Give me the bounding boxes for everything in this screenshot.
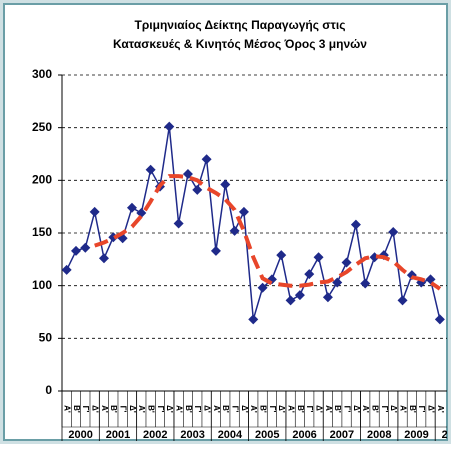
x-tick-label: Β' (408, 405, 417, 413)
year-label: 2003 (180, 429, 204, 441)
data-point (70, 245, 81, 256)
x-tick-label: Δ' (389, 405, 398, 413)
x-tick-label: Δ' (277, 405, 286, 413)
data-point (173, 218, 184, 229)
x-tick-label: Β' (221, 405, 230, 413)
year-label: 2002 (143, 429, 167, 441)
x-tick-label: Β' (333, 405, 342, 413)
x-tick-label: Α' (286, 405, 295, 413)
x-tick-label: Α' (436, 405, 445, 413)
data-point (304, 269, 315, 280)
x-tick-label: Α' (175, 405, 184, 413)
y-tick-label: 200 (32, 173, 52, 187)
data-point (434, 314, 445, 325)
x-tick-label: Δ' (203, 405, 212, 413)
data-point (285, 295, 296, 306)
data-point (248, 314, 259, 325)
data-point (126, 202, 137, 213)
x-tick-label: Α' (324, 405, 333, 413)
y-tick-label: 0 (45, 383, 52, 397)
x-tick-label: Γ' (156, 406, 165, 413)
x-tick-label: Δ' (314, 405, 323, 413)
data-point (388, 226, 399, 237)
x-tick-label: Β' (147, 405, 156, 413)
y-tick-label: 150 (32, 225, 52, 239)
chart-title: Τριμηνιαίος Δείκτης Παραγωγής στις (135, 18, 346, 32)
data-point (145, 164, 156, 175)
x-tick-label: Δ' (165, 405, 174, 413)
year-label: 2007 (330, 429, 354, 441)
x-tick-label: Δ' (128, 405, 137, 413)
data-point (397, 295, 408, 306)
data-point (192, 184, 203, 195)
data-point (210, 245, 221, 256)
x-tick-label: Δ' (240, 405, 249, 413)
data-point (276, 250, 287, 261)
year-label: 2000 (68, 429, 92, 441)
data-point (360, 278, 371, 289)
data-point (257, 282, 268, 293)
x-tick-label: Δ' (91, 405, 100, 413)
data-point (229, 225, 240, 236)
data-point (322, 292, 333, 303)
x-tick-label: Γ' (342, 406, 351, 413)
data-point (201, 154, 212, 165)
data-point (80, 242, 91, 253)
x-tick-label: Α' (361, 405, 370, 413)
x-tick-label: Β' (370, 405, 379, 413)
data-point (136, 207, 147, 218)
x-tick-label: Γ' (230, 406, 239, 413)
x-tick-label: Γ' (380, 406, 389, 413)
data-point (220, 179, 231, 190)
x-tick-label: Α' (137, 405, 146, 413)
y-tick-label: 100 (32, 278, 52, 292)
x-tick-label: Β' (184, 405, 193, 413)
x-tick-label: Γ' (81, 406, 90, 413)
year-label: 2008 (367, 429, 391, 441)
x-tick-label: Γ' (119, 406, 128, 413)
year-label: 2005 (255, 429, 279, 441)
year-label: 2001 (106, 429, 130, 441)
data-point (341, 257, 352, 268)
x-tick-label: Α' (249, 405, 258, 413)
year-label: 2004 (218, 429, 243, 441)
chart-title: Κατασκευές & Κινητός Μέσος Όρος 3 μηνών (113, 37, 367, 51)
x-tick-label: Γ' (193, 406, 202, 413)
year-label: 2009 (404, 429, 428, 441)
x-tick-label: Α' (398, 405, 407, 413)
x-tick-label: Δ' (426, 405, 435, 413)
data-point (98, 253, 109, 264)
y-tick-label: 250 (32, 120, 52, 134)
x-tick-label: Δ' (352, 405, 361, 413)
series-line (94, 174, 442, 291)
year-label: 2010 (442, 429, 451, 441)
x-tick-label: Α' (63, 405, 72, 413)
data-point (332, 277, 343, 288)
data-point (294, 290, 305, 301)
data-point (61, 264, 72, 275)
data-point (313, 252, 324, 263)
y-tick-label: 300 (32, 67, 52, 81)
data-point (89, 206, 100, 217)
data-point (164, 121, 175, 132)
x-tick-label: Β' (296, 405, 305, 413)
x-tick-label: Γ' (305, 406, 314, 413)
x-tick-label: Β' (72, 405, 81, 413)
x-tick-label: Γ' (268, 406, 277, 413)
x-tick-label: Α' (212, 405, 221, 413)
year-label: 2006 (292, 429, 316, 441)
y-tick-label: 50 (39, 331, 53, 345)
data-point (350, 219, 361, 230)
x-tick-label: Β' (109, 405, 118, 413)
x-tick-label: Γ' (417, 406, 426, 413)
panel (3, 3, 448, 441)
data-point (238, 206, 249, 217)
x-tick-label: Β' (258, 405, 267, 413)
x-tick-label: Α' (100, 405, 109, 413)
